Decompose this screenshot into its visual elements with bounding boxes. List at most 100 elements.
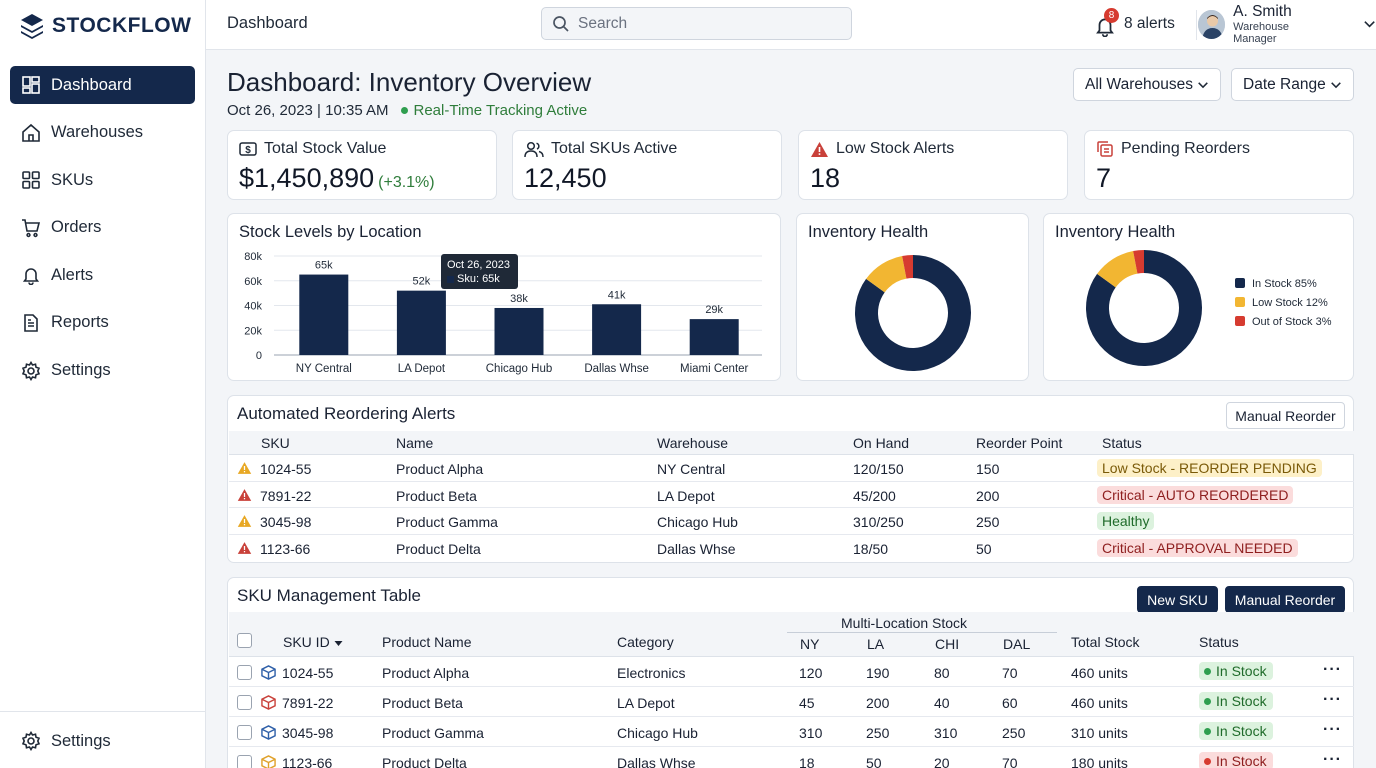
sidebar-item-label: Alerts [51,265,94,284]
col-header-sku[interactable]: SKU [261,435,290,451]
col-header-status[interactable]: Status [1102,435,1142,451]
kpi-card-total-stock-value[interactable]: $ Total Stock Value $1,450,890 (+3.1%) [227,130,497,200]
status-label: In Stock [1216,753,1267,768]
sidebar-item-alerts[interactable]: Alerts [10,256,195,294]
cell-sku-id[interactable]: 1123-66 [282,755,333,768]
bar-dallas-whse[interactable] [592,304,642,355]
status-dot [1204,697,1211,705]
row-more-menu-icon[interactable]: ··· [1323,661,1342,678]
cell-warehouse: Dallas Whse [657,540,736,557]
sidebar-item-warehouses[interactable]: Warehouses [10,114,195,152]
col-header-dal[interactable]: DAL [1003,636,1031,652]
kpi-card-pending-reorders[interactable]: Pending Reorders 7 [1084,130,1354,200]
select-all-checkbox[interactable] [237,633,252,648]
chevron-down-icon[interactable] [1363,17,1376,31]
warehouse-filter-dropdown[interactable]: All Warehouses [1073,68,1221,101]
row-checkbox[interactable] [237,665,252,680]
row-more-menu-icon[interactable]: ··· [1323,691,1342,708]
table-header: SKU ID Product Name Category Multi-Locat… [229,612,1354,657]
stock-levels-bar-chart: 0 20k 40k 60k 80k 65k NY Central 52k LA Depot 38k… [244,251,762,375]
top-header: Dashboard 8 8 alerts A. Smith Warehouse … [206,0,1376,50]
donut-slice-low-stock[interactable] [866,256,907,293]
bar-data-label: 65k [315,260,333,272]
legend-label: Low Stock 12% [1252,297,1328,309]
donut-slice-low-stock[interactable] [1097,251,1138,288]
table-row[interactable]: 7891-22 Product Beta LA Depot 45/200 200… [229,482,1354,508]
bar-la-depot[interactable] [396,290,446,355]
header-title: Dashboard [227,14,308,32]
table-row[interactable]: 7891-22 Product Beta LA Depot 45 200 40 … [229,687,1354,717]
table-row[interactable]: 1123-66 Product Delta Dallas Whse 18 50 … [229,747,1354,768]
alerts-button[interactable]: 8 8 alerts [1094,8,1175,40]
search-box[interactable] [541,7,852,40]
row-checkbox[interactable] [237,755,252,768]
sidebar-bottom-settings[interactable]: Settings [10,722,195,760]
col-header-name[interactable]: Name [396,435,434,451]
cell-ny: 45 [799,695,815,711]
cell-sku-id[interactable]: 3045-98 [282,725,334,741]
manual-reorder-button[interactable]: Manual Reorder [1226,402,1345,429]
bar-ny-central[interactable] [299,274,349,355]
inventory-health-card-1: Inventory Health [796,213,1029,381]
kpi-value: 7 [1096,163,1112,193]
sort-desc-icon [334,641,343,646]
col-header-status[interactable]: Status [1199,634,1239,650]
logo[interactable]: STOCKFLOW [20,12,191,40]
warning-icon [811,141,828,157]
sidebar-item-reports[interactable]: Reports [10,304,195,342]
kpi-card-total-skus-active[interactable]: Total SKUs Active 12,450 [512,130,782,200]
notification-bell[interactable]: 8 [1094,8,1119,37]
col-header-warehouse[interactable]: Warehouse [657,435,729,451]
row-checkbox[interactable] [237,695,252,710]
avatar[interactable] [1198,9,1226,39]
cell-la: 200 [866,695,890,711]
kpi-label: Low Stock Alerts [836,140,955,157]
table-row[interactable]: 3045-98 Product Gamma Chicago Hub 310 25… [229,717,1354,747]
table-row[interactable]: 3045-98 Product Gamma Chicago Hub 310/25… [229,508,1354,535]
donut-slice-out-of-stock[interactable] [902,255,913,279]
x-tick-label: Chicago Hub [486,363,552,375]
col-header-on-hand[interactable]: On Hand [853,435,910,451]
col-header-chi[interactable]: CHI [935,636,960,652]
user-menu[interactable]: A. Smith Warehouse Manager [1198,3,1376,45]
bar-miami-center[interactable] [689,319,739,355]
x-tick-label: Dallas Whse [584,363,649,375]
sidebar-item-orders[interactable]: Orders [10,209,195,247]
row-more-menu-icon[interactable]: ··· [1323,751,1342,768]
sidebar-item-dashboard[interactable]: Dashboard [10,66,195,104]
sidebar-footer: Settings [0,711,205,760]
cart-icon [22,218,41,237]
date-range-dropdown[interactable]: Date Range [1231,68,1354,101]
col-header-ny[interactable]: NY [800,636,820,652]
status-badge: Critical - APPROVAL NEEDED [1097,538,1298,557]
search-input[interactable] [578,14,838,33]
bar-chicago-hub[interactable] [494,307,544,355]
app-name: STOCKFLOW [52,14,192,37]
donut-slice-out-of-stock[interactable] [1133,250,1144,274]
col-header-product-name[interactable]: Product Name [382,634,472,650]
cell-sku-id[interactable]: 1024-55 [282,665,334,681]
col-header-la[interactable]: LA [867,636,885,652]
new-sku-button[interactable]: New SKU [1137,586,1218,613]
svg-text:$: $ [245,145,251,156]
row-more-menu-icon[interactable]: ··· [1323,721,1342,738]
sidebar-item-skus[interactable]: SKUs [10,161,195,199]
cell-chi: 40 [934,695,950,711]
cell-sku-id[interactable]: 7891-22 [282,695,334,711]
col-header-category[interactable]: Category [617,634,674,650]
kpi-card-low-stock-alerts[interactable]: Low Stock Alerts 18 [798,130,1068,200]
donut-slice-in-stock[interactable] [1086,250,1202,366]
cell-category: Dallas Whse [617,755,696,768]
manual-reorder-button-2[interactable]: Manual Reorder [1225,586,1345,613]
sidebar-item-settings[interactable]: Settings [10,352,195,390]
table-row[interactable]: 1024-55 Product Alpha NY Central 120/150… [229,455,1354,482]
col-header-reorder-point[interactable]: Reorder Point [976,435,1063,451]
col-header-sku-id[interactable]: SKU ID [283,634,343,650]
row-checkbox[interactable] [237,725,252,740]
cell-product-name: Product Beta [382,695,463,711]
col-header-total-stock[interactable]: Total Stock [1071,634,1140,650]
donut-slice-in-stock[interactable] [855,255,971,371]
table-row[interactable]: 1024-55 Product Alpha Electronics 120 19… [229,657,1354,687]
table-row[interactable]: 1123-66 Product Delta Dallas Whse 18/50 … [229,535,1354,562]
users-icon [524,141,544,157]
